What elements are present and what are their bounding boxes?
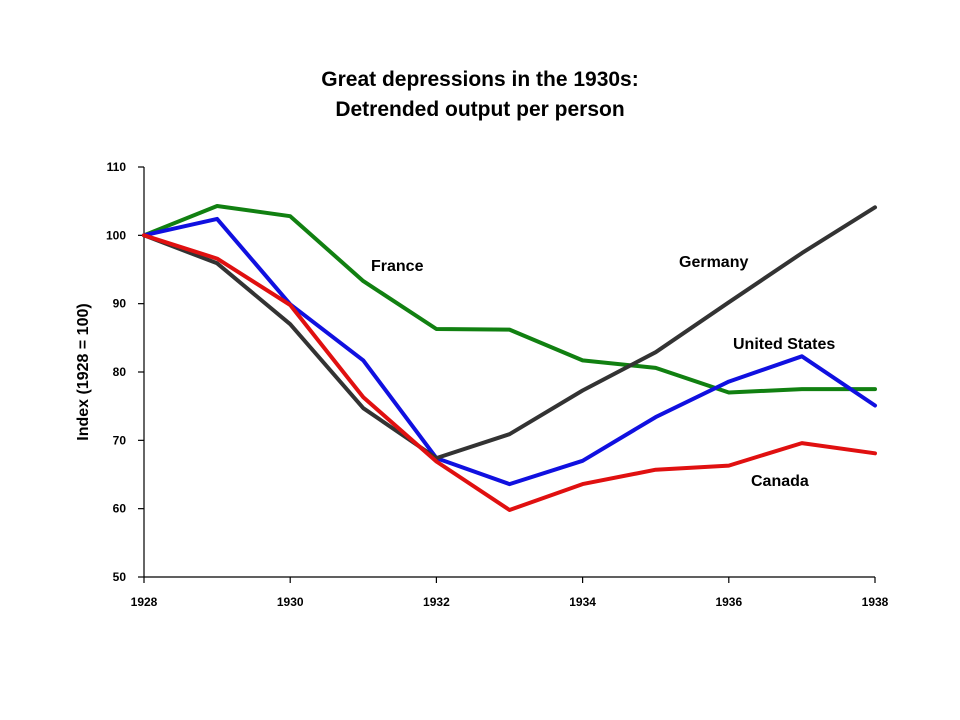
chart-title: Great depressions in the 1930s: (321, 68, 639, 91)
x-tick-label: 1932 (423, 595, 450, 609)
y-tick-label: 70 (113, 433, 127, 447)
series-line-united-states (142, 216, 877, 487)
y-axis-title: Index (1928 = 100) (75, 303, 92, 440)
series-line-canada (142, 233, 877, 512)
y-tick-label: 90 (113, 297, 127, 311)
x-tick-label: 1928 (131, 595, 158, 609)
x-tick-label: 1934 (569, 595, 596, 609)
axes: 50 60 70 80 90 100 110 1928 1930 1932 1934 1936 1938… (75, 160, 889, 609)
chart-subtitle: Detrended output per person (335, 98, 625, 121)
series-line-france (142, 204, 877, 395)
y-tick-label: 50 (113, 570, 127, 584)
y-tick-label: 110 (107, 160, 127, 174)
x-tick-label: 1938 (862, 595, 889, 609)
y-tick-label: 80 (113, 365, 127, 379)
y-tick-label: 60 (113, 502, 127, 516)
series-label-france: France (371, 258, 424, 275)
x-tick-label: 1930 (277, 595, 304, 609)
y-tick-label: 100 (106, 228, 126, 242)
x-tick-label: 1936 (715, 595, 742, 609)
series-labels: France Germany United States Canada (371, 254, 835, 490)
series-line-germany (142, 205, 877, 461)
series-label-united-states: United States (733, 336, 835, 353)
series-lines (142, 204, 877, 512)
series-label-canada: Canada (751, 473, 809, 490)
series-label-germany: Germany (679, 254, 748, 271)
